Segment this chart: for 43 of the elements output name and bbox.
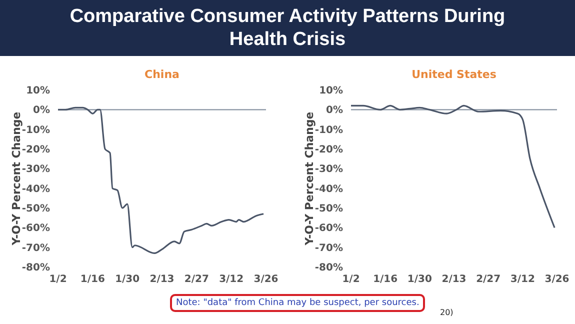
text: 20) [440, 308, 454, 317]
y-axis-title: Y-O-Y Percent Change [10, 112, 23, 246]
y-tick-label: -60% [22, 223, 50, 234]
y-tick-label: -30% [22, 164, 50, 176]
x-tick-label: 3/26 [254, 274, 278, 286]
y-tick-label: 0% [33, 105, 50, 116]
y-tick-label: -60% [314, 223, 343, 234]
y-tick-label: -40% [22, 184, 50, 195]
text: Note: "data" from China may be suspect, per sources. [170, 294, 426, 312]
y-tick-label: -50% [22, 204, 50, 215]
y-tick-label: 10% [319, 86, 343, 97]
x-tick-label: 3/12 [219, 274, 244, 286]
line-series [58, 106, 264, 254]
y-tick-label: -20% [314, 144, 343, 156]
x-tick-label: 1/2 [342, 274, 360, 286]
y-tick-label: -40% [314, 184, 343, 195]
x-tick-label: 3/26 [544, 274, 570, 286]
x-tick-label: 1/2 [49, 274, 67, 286]
x-tick-label: 3/12 [510, 274, 535, 286]
x-tick-label: 1/30 [407, 274, 432, 286]
y-tick-label: -10% [22, 124, 50, 136]
y-tick-label: -80% [22, 262, 50, 274]
x-tick-label: 1/30 [115, 274, 140, 286]
y-tick-label: -50% [314, 204, 343, 215]
y-tick-label: 0% [326, 105, 343, 116]
line-series [351, 104, 556, 228]
x-tick-label: 1/16 [80, 274, 105, 286]
chart-title: Comparative Consumer Activity Patterns During Health Crisis [68, 5, 506, 51]
y-axis-title: Y-O-Y Percent Change [302, 112, 316, 246]
x-tick-label: 2/27 [184, 274, 209, 286]
chart-subtitle: China [144, 68, 180, 81]
y-tick-label: -70% [314, 242, 343, 254]
y-tick-label: -30% [314, 164, 343, 176]
y-tick-label: -70% [22, 242, 50, 254]
x-tick-label: 2/13 [150, 274, 174, 286]
x-tick-label: 2/27 [476, 274, 501, 286]
y-tick-label: -10% [314, 124, 343, 136]
x-tick-label: 1/16 [373, 274, 398, 286]
y-tick-label: 10% [26, 86, 50, 97]
y-tick-label: -80% [314, 262, 343, 274]
chart-subtitle: United States [410, 68, 498, 81]
y-tick-label: -20% [22, 144, 50, 156]
x-tick-label: 2/13 [442, 274, 466, 286]
